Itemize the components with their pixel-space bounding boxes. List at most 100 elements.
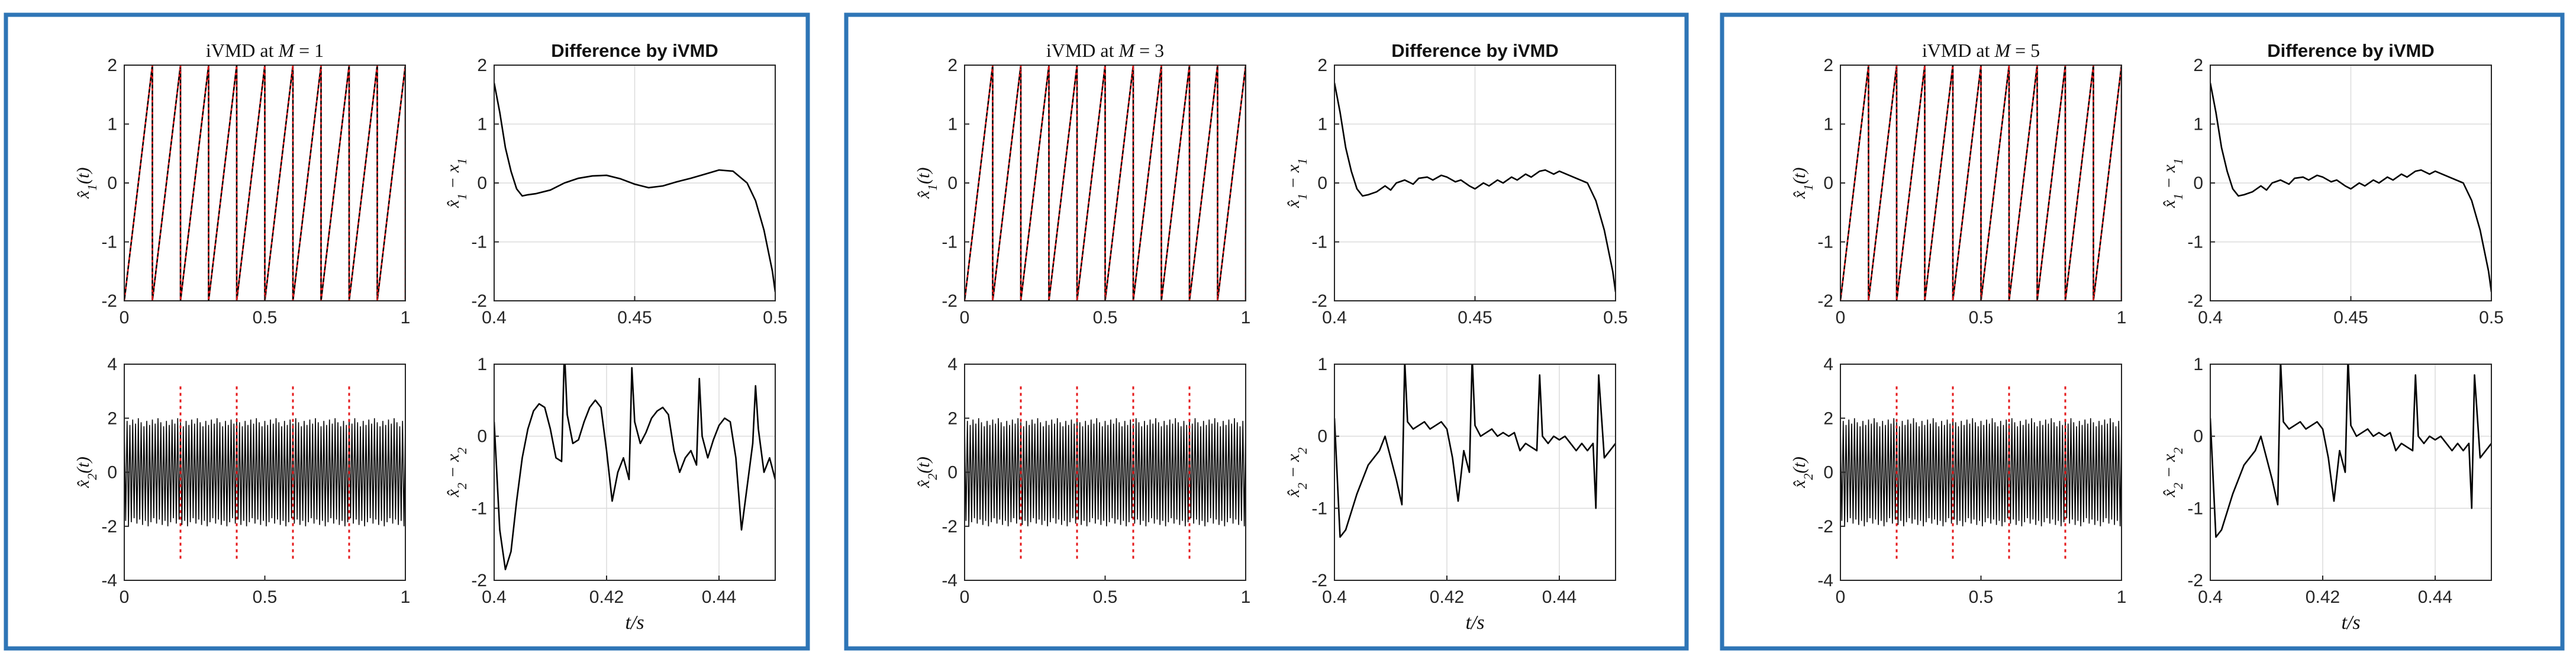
plot-area: [1334, 82, 1616, 293]
x-tick-label: 0: [1836, 308, 1846, 327]
plot-area: [1840, 385, 2122, 559]
y-tick-label: 1: [1317, 115, 1327, 134]
plot-area: [2210, 82, 2491, 293]
y-tick-label: -4: [942, 571, 957, 590]
y-tick-label: 4: [107, 355, 117, 374]
x-tick-label: 0.45: [1458, 308, 1492, 327]
x-tick-label: 0.5: [763, 308, 788, 327]
chart-title-ivmd: iVMD at M = 5: [1922, 40, 2040, 61]
x-tick-label: 0.44: [1542, 587, 1576, 607]
y-tick-label: 0: [1317, 427, 1327, 446]
x-tick-label: 0.4: [2198, 308, 2223, 327]
y-axis-label: x̂1 − x1: [1284, 158, 1310, 208]
axes-box: [2210, 364, 2492, 581]
axes-background: [965, 364, 1246, 580]
y-tick-label: -2: [942, 517, 957, 537]
plot-area: [494, 82, 775, 293]
y-axis-label: x̂2(t): [914, 457, 940, 489]
series-signal-2-bottom-left: [965, 418, 1246, 526]
series-signal-2-bottom-right: [1334, 364, 1616, 538]
x-tick-label: 0: [960, 308, 970, 327]
y-tick-label: 0: [1317, 174, 1327, 193]
chart-title-ivmd: iVMD at M = 3: [1046, 40, 1164, 61]
y-tick-label: 2: [107, 409, 117, 428]
y-tick-label: -1: [471, 233, 487, 252]
x-tick-label: 0.42: [2306, 587, 2340, 607]
plot-area: [1840, 65, 2122, 301]
axes-background: [2210, 364, 2491, 580]
axes-3-bottom-right: 0.4 0.42 0.44 -2 -1 0 1 x̂2 − x2 t/s: [2159, 355, 2492, 634]
y-tick-label: 4: [1823, 355, 1833, 374]
y-tick-label: 1: [1823, 115, 1833, 134]
y-tick-label: -1: [471, 499, 487, 518]
x-tick-label: 1: [401, 587, 411, 607]
axes-box: [1334, 364, 1616, 581]
y-tick-label: -1: [101, 233, 117, 252]
series-reference-1-top-left: [124, 65, 405, 301]
x-tick-label: 0.5: [1969, 587, 1994, 607]
x-tick-label: 0: [120, 308, 130, 327]
axes-background: [494, 364, 775, 580]
y-tick-label: 0: [107, 463, 117, 483]
y-tick-label: 1: [2193, 355, 2203, 374]
y-tick-label: 1: [1317, 355, 1327, 374]
plot-area: [124, 65, 405, 301]
x-tick-label: 0.5: [253, 587, 278, 607]
axes-1-bottom-right: 0.4 0.42 0.44 -2 -1 0 1 x̂2 − x2 t/s: [443, 355, 776, 634]
x-tick-label: 0.4: [1322, 308, 1347, 327]
x-tick-label: 0.5: [1969, 308, 1994, 327]
y-axis-label: x̂2 − x2: [2159, 448, 2185, 498]
y-tick-label: 0: [947, 174, 957, 193]
x-tick-label: 0.42: [1430, 587, 1464, 607]
y-tick-label: -2: [1311, 291, 1327, 311]
y-tick-label: -2: [1817, 291, 1833, 311]
y-tick-label: 2: [947, 56, 957, 75]
y-tick-label: 2: [2193, 56, 2203, 75]
axes-root: 0 0.5 1 -2 -1 0 1 2 x̂1(t) iVMD at M = 1 0.4 0.45 0.…: [73, 40, 2504, 634]
x-tick-label: 1: [1241, 308, 1251, 327]
y-axis-label: x̂1 − x1: [2159, 158, 2185, 208]
y-tick-label: 1: [107, 115, 117, 134]
x-tick-label: 1: [401, 308, 411, 327]
x-tick-label: 0.4: [482, 587, 507, 607]
axes-3-bottom-left: 0 0.5 1 -4 -2 0 2 4 x̂2(t): [1790, 355, 2126, 607]
y-tick-label: 0: [477, 174, 487, 193]
x-tick-label: 1: [2117, 308, 2127, 327]
x-tick-label: 0.4: [482, 308, 507, 327]
y-tick-label: 0: [1823, 463, 1833, 483]
series-signal-1-bottom-left: [124, 418, 405, 526]
plot-area: [124, 385, 405, 559]
y-tick-label: 2: [1823, 409, 1833, 428]
y-tick-label: -2: [1311, 571, 1327, 590]
y-tick-label: -1: [1817, 233, 1833, 252]
x-tick-label: 0.5: [1093, 587, 1118, 607]
x-tick-label: 0: [960, 587, 970, 607]
y-tick-label: 1: [477, 115, 487, 134]
axes-3-top-left: 0 0.5 1 -2 -1 0 1 2 x̂1(t) iVMD at M = 5: [1790, 40, 2126, 327]
axes-background: [1334, 364, 1616, 580]
y-tick-label: 4: [947, 355, 957, 374]
chart-title-difference: Difference by iVMD: [2267, 40, 2435, 61]
chart-title-ivmd: iVMD at M = 1: [206, 40, 324, 61]
axes-2-top-left: 0 0.5 1 -2 -1 0 1 2 x̂1(t) iVMD at M = 3: [914, 40, 1250, 327]
y-tick-label: 1: [2193, 115, 2203, 134]
y-tick-label: 0: [1823, 174, 1833, 193]
y-tick-label: -2: [101, 291, 117, 311]
y-tick-label: 2: [1823, 56, 1833, 75]
y-tick-label: 0: [947, 463, 957, 483]
x-axis-label: t/s: [1465, 612, 1484, 634]
y-tick-label: -1: [1311, 499, 1327, 518]
x-axis-label: t/s: [625, 612, 644, 634]
axes-1-top-right: 0.4 0.45 0.5 -2 -1 0 1 2 x̂1 − x1 Difference by i…: [443, 40, 788, 327]
y-axis-label: x̂1(t): [914, 168, 940, 200]
series-signal-3-bottom-left: [1840, 418, 2122, 526]
y-tick-label: 0: [2193, 174, 2203, 193]
y-tick-label: -1: [2187, 499, 2203, 518]
series-signal-3-top-right: [2210, 82, 2491, 293]
axes-1-top-left: 0 0.5 1 -2 -1 0 1 2 x̂1(t) iVMD at M = 1: [73, 40, 410, 327]
x-tick-label: 0.5: [1603, 308, 1628, 327]
y-tick-label: 2: [1317, 56, 1327, 75]
x-tick-label: 0.45: [2333, 308, 2368, 327]
x-tick-label: 0.42: [589, 587, 624, 607]
series-reference-2-top-left: [965, 65, 1246, 301]
